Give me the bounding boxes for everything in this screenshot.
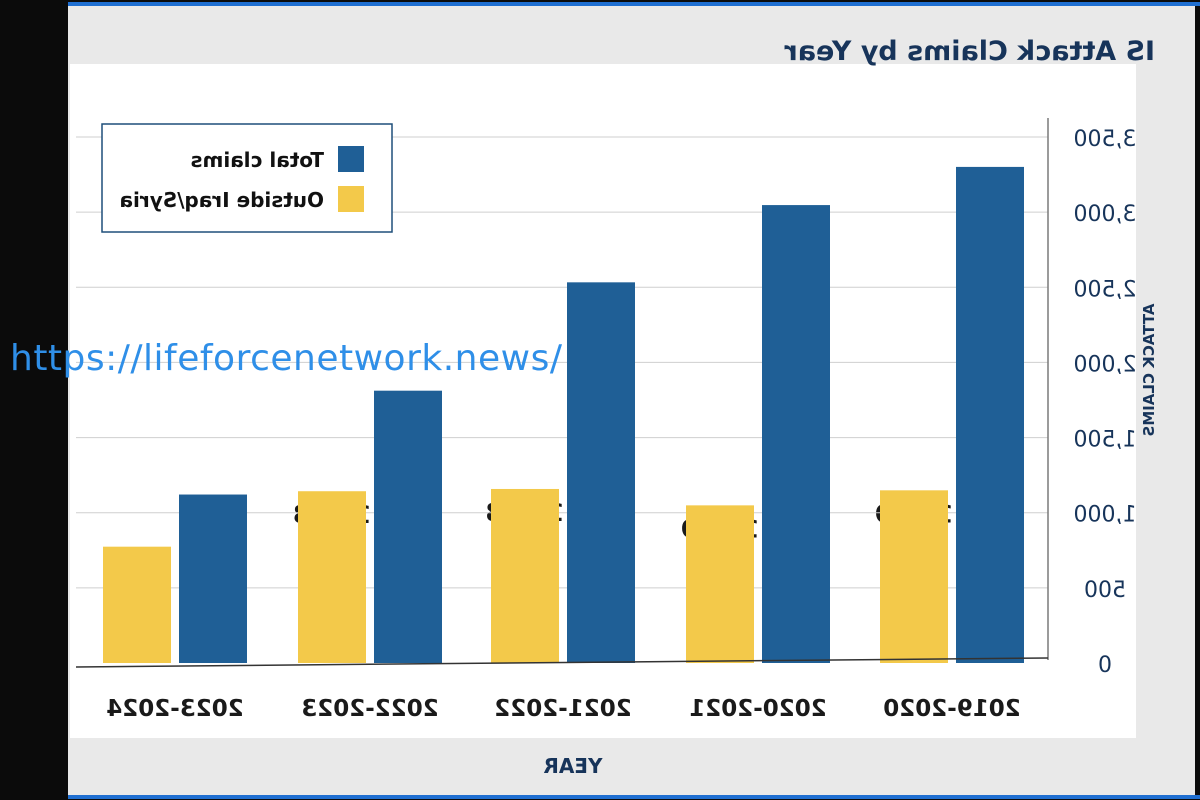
x-axis-title: YEAR [543, 754, 603, 778]
x-category-label: 2020-2021 [689, 696, 827, 722]
url-watermark: https://lifeforcenetwork.news/ [10, 338, 563, 379]
legend-label-outside: Outside Iraq/Syria [120, 188, 324, 212]
chart-title: IS Attack Claims by Year [784, 36, 1155, 67]
x-category-label: 2023-2024 [106, 696, 244, 722]
x-axis-categories: 2019-2020 2020-2021 2021-2022 2022-2023 2023… [106, 696, 1021, 722]
bar-total-claims [567, 282, 635, 663]
bar-outside-iraq-syria [880, 490, 948, 663]
x-category-label: 2019-2020 [883, 696, 1021, 722]
bar-total-claims [762, 205, 830, 664]
y-tick-label: 0 [1098, 653, 1112, 678]
y-tick-label: 1,500 [1074, 428, 1137, 453]
bar-total-claims [179, 494, 247, 663]
bar-outside-iraq-syria [298, 491, 366, 663]
legend-box [101, 123, 393, 233]
x-axis-line [75, 657, 1049, 668]
y-tick-label: 500 [1084, 578, 1126, 603]
y-tick-label: 3,500 [1074, 127, 1137, 152]
bar-outside-iraq-syria [491, 488, 559, 663]
legend: Total claims Outside Iraq/Syria [101, 123, 393, 233]
bar-outside-iraq-syria [686, 505, 754, 663]
bars [103, 166, 1024, 664]
x-category-label: 2022-2023 [301, 696, 439, 722]
y-axis-title: ATTACK CLAIMS [1140, 303, 1158, 436]
y-tick-label: 1,000 [1074, 503, 1137, 528]
legend-swatch-total [338, 146, 364, 172]
y-tick-label: 3,000 [1074, 202, 1137, 227]
legend-swatch-outside [338, 186, 364, 212]
y-tick-label: 2,000 [1074, 352, 1137, 377]
bar-total-claims [956, 166, 1024, 663]
bar-outside-iraq-syria [103, 546, 171, 663]
y-tick-label: 2,500 [1074, 277, 1137, 302]
bar-total-claims [374, 390, 442, 663]
legend-label-total: Total claims [191, 148, 324, 172]
x-category-label: 2021-2022 [494, 696, 632, 722]
y-axis-ticks: 0 500 1,000 1,500 2,000 2,500 3,000 3,500 [1074, 127, 1137, 678]
